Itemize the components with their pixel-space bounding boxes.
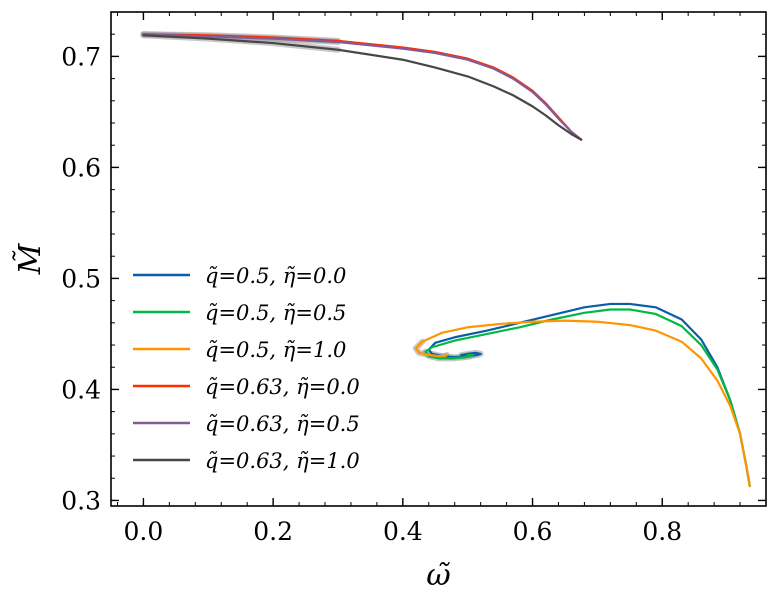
legend: q̃=0.5, η̃=0.0 q̃=0.5, η̃=0.5 q̃=0.5, η̃=1…: [133, 264, 360, 473]
y-tick-label-4: 0.7: [61, 42, 101, 71]
legend-label-0: q̃=0.5, η̃=0.0: [205, 264, 346, 288]
y-tick-label-3: 0.6: [61, 153, 101, 182]
x-tick-label-1: 0.2: [253, 517, 293, 546]
x-tick-label-3: 0.6: [513, 517, 553, 546]
y-tick-label-0: 0.3: [61, 486, 101, 515]
y-tick-label-1: 0.4: [61, 375, 101, 404]
series-line-5: [142, 34, 583, 141]
series-line-0: [427, 302, 751, 488]
x-tick-label-4: 0.8: [642, 517, 682, 546]
x-axis-title: ω̃: [426, 558, 450, 593]
plot-frame: [110, 11, 767, 507]
legend-label-5: q̃=0.63, η̃=1.0: [205, 449, 360, 473]
legend-label-3: q̃=0.63, η̃=0.0: [205, 375, 360, 399]
legend-label-4: q̃=0.63, η̃=0.5: [205, 412, 360, 436]
legend-label-2: q̃=0.5, η̃=1.0: [205, 338, 346, 362]
series-line-2: [414, 319, 751, 488]
series-line-4: [142, 33, 583, 141]
series-line-3: [142, 33, 583, 141]
y-tick-label-2: 0.5: [61, 264, 101, 293]
series-line-1: [424, 308, 751, 488]
legend-label-1: q̃=0.5, η̃=0.5: [205, 301, 346, 325]
series-group: [140, 31, 751, 488]
y-axis-title: M̃: [13, 242, 48, 275]
x-tick-label-0: 0.0: [124, 517, 164, 546]
x-tick-label-2: 0.4: [383, 517, 423, 546]
